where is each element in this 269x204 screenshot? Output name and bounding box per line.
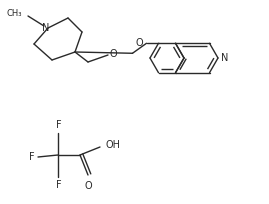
Text: F: F — [56, 180, 62, 190]
Text: F: F — [29, 152, 35, 162]
Text: N: N — [42, 23, 50, 33]
Text: OH: OH — [105, 140, 120, 150]
Text: O: O — [84, 181, 92, 191]
Text: O: O — [136, 38, 143, 48]
Text: N: N — [221, 53, 228, 63]
Text: O: O — [110, 49, 118, 59]
Text: F: F — [56, 120, 62, 130]
Text: CH₃: CH₃ — [6, 10, 22, 19]
